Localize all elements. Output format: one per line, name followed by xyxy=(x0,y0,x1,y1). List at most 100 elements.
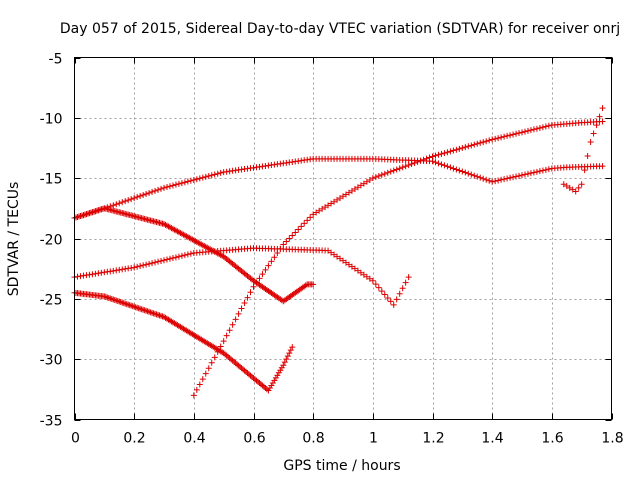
data-point xyxy=(281,359,288,366)
data-point xyxy=(128,302,135,309)
data-point xyxy=(375,172,382,179)
x-tick-label: 0.8 xyxy=(302,431,324,447)
y-tick-label: -25 xyxy=(40,293,63,309)
data-point xyxy=(474,173,481,180)
data-point xyxy=(516,172,523,179)
data-point xyxy=(542,123,549,130)
x-tick-label: 0 xyxy=(71,431,80,447)
y-tick-label: -15 xyxy=(40,172,63,188)
data-point xyxy=(524,127,531,134)
x-tick-label: 0.6 xyxy=(243,431,265,447)
data-point xyxy=(208,359,215,366)
data-point xyxy=(507,132,514,139)
data-point xyxy=(263,386,270,393)
data-point xyxy=(492,135,499,142)
data-point xyxy=(468,142,475,149)
data-point xyxy=(205,365,212,372)
data-point xyxy=(274,372,281,379)
data-point xyxy=(161,184,167,191)
data-point xyxy=(163,184,170,191)
data-point xyxy=(504,175,511,182)
data-point xyxy=(117,299,124,306)
data-point xyxy=(178,180,185,187)
data-point xyxy=(408,161,415,168)
data-point xyxy=(444,163,451,170)
data-point xyxy=(572,188,579,195)
data-point xyxy=(214,170,221,177)
data-point xyxy=(456,145,463,152)
data-point xyxy=(504,132,511,139)
x-tick-label: 1.8 xyxy=(601,431,623,447)
data-point xyxy=(108,295,115,302)
data-point xyxy=(435,151,442,158)
data-point xyxy=(156,312,163,319)
data-point xyxy=(146,308,153,315)
data-point xyxy=(155,258,162,265)
data-point xyxy=(169,255,176,262)
data-point xyxy=(217,169,224,176)
data-point xyxy=(536,168,543,175)
data-point xyxy=(175,180,182,187)
data-point xyxy=(110,202,117,209)
data-point xyxy=(275,369,282,376)
data-point xyxy=(152,187,159,194)
data-point xyxy=(113,201,120,208)
data-point xyxy=(483,176,490,183)
data-point xyxy=(524,170,531,177)
data-point xyxy=(292,229,299,236)
data-point xyxy=(310,281,317,288)
data-point xyxy=(411,159,418,166)
data-point xyxy=(149,188,156,195)
data-point xyxy=(140,262,147,269)
data-point xyxy=(381,291,388,298)
data-point xyxy=(390,167,397,174)
data-point xyxy=(135,305,142,312)
data-point xyxy=(590,130,597,137)
series-track-f xyxy=(560,105,606,195)
data-point xyxy=(144,308,151,315)
data-point xyxy=(378,171,385,178)
data-point xyxy=(405,162,412,169)
series-track-e xyxy=(190,118,606,399)
data-point xyxy=(486,137,493,144)
data-point xyxy=(369,175,376,182)
data-point xyxy=(462,144,469,151)
data-point xyxy=(405,274,412,281)
series-track-a xyxy=(71,155,606,221)
data-point xyxy=(199,174,206,181)
data-point xyxy=(378,288,385,295)
data-point xyxy=(387,298,394,305)
data-point xyxy=(435,160,442,167)
data-point xyxy=(149,260,156,267)
data-point xyxy=(489,136,496,143)
data-point xyxy=(396,165,403,172)
data-point xyxy=(259,271,266,278)
data-point xyxy=(172,181,179,188)
data-point xyxy=(471,141,478,148)
chart-title: Day 057 of 2015, Sidereal Day-to-day VTE… xyxy=(60,21,620,37)
data-point xyxy=(450,165,457,172)
data-point xyxy=(140,306,147,313)
data-point xyxy=(149,309,156,316)
data-point xyxy=(190,176,197,183)
data-point xyxy=(190,392,197,399)
data-point xyxy=(262,266,269,273)
data-point xyxy=(238,305,245,312)
x-tick-label: 1 xyxy=(369,431,378,447)
data-point xyxy=(530,169,537,176)
data-point xyxy=(116,298,123,305)
data-point xyxy=(480,175,487,182)
data-point xyxy=(131,303,138,310)
data-point xyxy=(223,332,230,339)
data-point xyxy=(241,300,248,307)
data-point xyxy=(417,157,424,164)
data-point xyxy=(178,252,185,259)
data-point xyxy=(432,159,439,166)
data-point xyxy=(187,250,194,257)
data-point xyxy=(519,172,525,179)
x-tick-label: 1.2 xyxy=(422,431,444,447)
data-point xyxy=(396,290,403,297)
data-point xyxy=(295,226,302,233)
data-point xyxy=(527,127,534,134)
data-point xyxy=(271,254,278,261)
